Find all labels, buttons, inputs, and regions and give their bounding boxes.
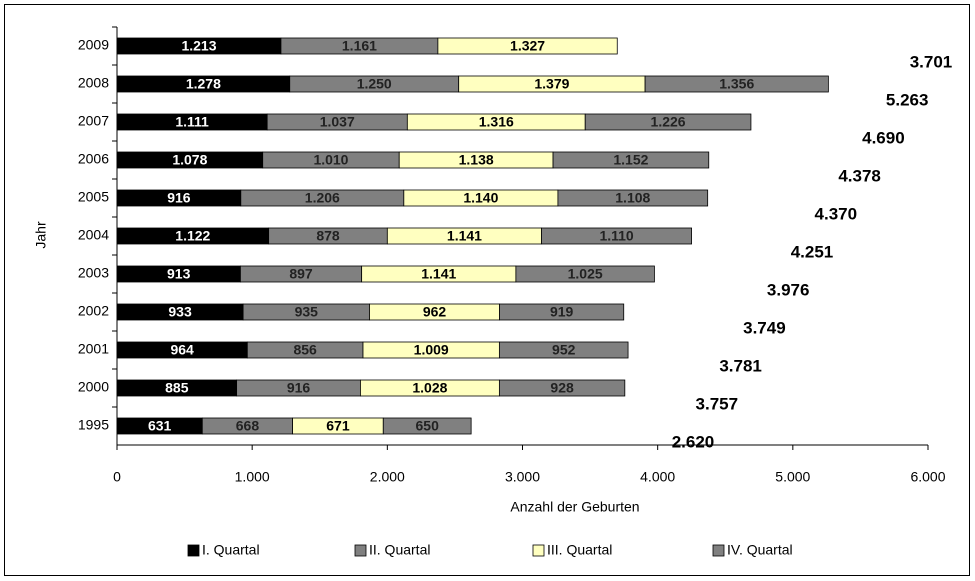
value-label: 1.250: [357, 76, 392, 92]
value-label: 952: [552, 342, 576, 358]
y-tick-label: 1995: [78, 417, 109, 433]
x-tick-label: 0: [113, 469, 121, 485]
total-label: 3.701: [910, 52, 953, 71]
x-tick-label: 3.000: [505, 469, 540, 485]
legend-label: IV. Quartal: [727, 542, 793, 558]
value-label: 1.078: [172, 152, 207, 168]
value-label: 916: [287, 380, 311, 396]
value-label: 1.010: [313, 152, 348, 168]
bar-segment: [498, 341, 629, 359]
value-label: 1.111: [175, 114, 209, 130]
value-label: 1.122: [175, 228, 210, 244]
value-label: 1.278: [186, 76, 221, 92]
value-label: 1.206: [305, 190, 340, 206]
y-tick-label: 2002: [78, 303, 109, 319]
y-tick-label: 2005: [78, 189, 109, 205]
y-tick-label: 2006: [78, 151, 109, 167]
value-label: 1.140: [463, 190, 498, 206]
y-axis-title: Jahr: [33, 221, 49, 249]
legend-swatch: [712, 544, 725, 557]
value-label: 1.141: [447, 228, 482, 244]
legend-swatch: [532, 544, 545, 557]
value-label: 928: [550, 380, 574, 396]
x-tick-label: 2.000: [370, 469, 405, 485]
total-label: 4.251: [791, 242, 834, 261]
legend-label: III. Quartal: [547, 542, 612, 558]
bar-segment: [437, 37, 618, 55]
bar-segment: [552, 151, 710, 169]
total-label: 3.749: [743, 318, 786, 337]
y-tick-label: 2007: [78, 113, 109, 129]
y-tick-label: 2001: [78, 341, 109, 357]
bar-segment: [541, 227, 692, 245]
x-tick-label: 4.000: [640, 469, 675, 485]
y-tick-label: 2003: [78, 265, 109, 281]
value-label: 878: [316, 228, 340, 244]
value-label: 1.226: [651, 114, 686, 130]
total-label: 2.620: [672, 432, 715, 451]
value-label: 1.028: [412, 380, 447, 396]
value-label: 1.138: [459, 152, 494, 168]
legend-swatch: [187, 544, 200, 557]
value-label: 962: [423, 304, 447, 320]
x-tick-label: 5.000: [775, 469, 810, 485]
bar-segment: [515, 265, 655, 283]
total-label: 4.690: [862, 128, 905, 147]
value-label: 631: [148, 418, 172, 434]
value-label: 1.356: [719, 76, 754, 92]
value-label: 671: [326, 418, 350, 434]
x-tick-label: 6.000: [910, 469, 945, 485]
bar-segment: [644, 75, 829, 93]
x-tick-label: 1.000: [235, 469, 270, 485]
value-label: 916: [167, 190, 191, 206]
chart-frame: [4, 4, 970, 576]
bar-segment: [382, 417, 472, 435]
bar-segment: [498, 379, 626, 397]
value-label: 1.009: [414, 342, 449, 358]
value-label: 650: [416, 418, 440, 434]
y-tick-label: 2008: [78, 75, 109, 91]
total-label: 3.757: [696, 394, 739, 413]
value-label: 964: [170, 342, 194, 358]
value-label: 1.316: [479, 114, 514, 130]
x-axis-title: Anzahl der Geburten: [510, 499, 639, 515]
value-label: 1.025: [568, 266, 603, 282]
y-tick-label: 2004: [78, 227, 109, 243]
legend-swatch: [354, 544, 367, 557]
value-label: 885: [165, 380, 189, 396]
value-label: 913: [167, 266, 191, 282]
value-label: 856: [293, 342, 317, 358]
value-label: 897: [289, 266, 313, 282]
total-label: 4.378: [838, 166, 881, 185]
value-label: 933: [168, 304, 192, 320]
value-label: 1.037: [320, 114, 355, 130]
value-label: 1.152: [613, 152, 648, 168]
total-label: 4.370: [815, 204, 858, 223]
value-label: 1.108: [615, 190, 650, 206]
bar-segment: [499, 303, 625, 321]
value-label: 1.213: [181, 38, 216, 54]
legend-label: I. Quartal: [202, 542, 260, 558]
bar-segment: [557, 189, 709, 207]
bar-segment: [584, 113, 752, 131]
value-label: 1.161: [342, 38, 377, 54]
total-label: 3.781: [719, 356, 762, 375]
value-label: 1.327: [510, 38, 545, 54]
y-tick-label: 2009: [78, 37, 109, 53]
total-label: 5.263: [886, 90, 929, 109]
value-label: 1.379: [534, 76, 569, 92]
legend-label: II. Quartal: [369, 542, 430, 558]
value-label: 935: [295, 304, 319, 320]
value-label: 668: [236, 418, 260, 434]
total-label: 3.976: [767, 280, 810, 299]
value-label: 919: [550, 304, 574, 320]
value-label: 1.110: [599, 228, 633, 244]
y-tick-label: 2000: [78, 379, 109, 395]
value-label: 1.141: [421, 266, 456, 282]
